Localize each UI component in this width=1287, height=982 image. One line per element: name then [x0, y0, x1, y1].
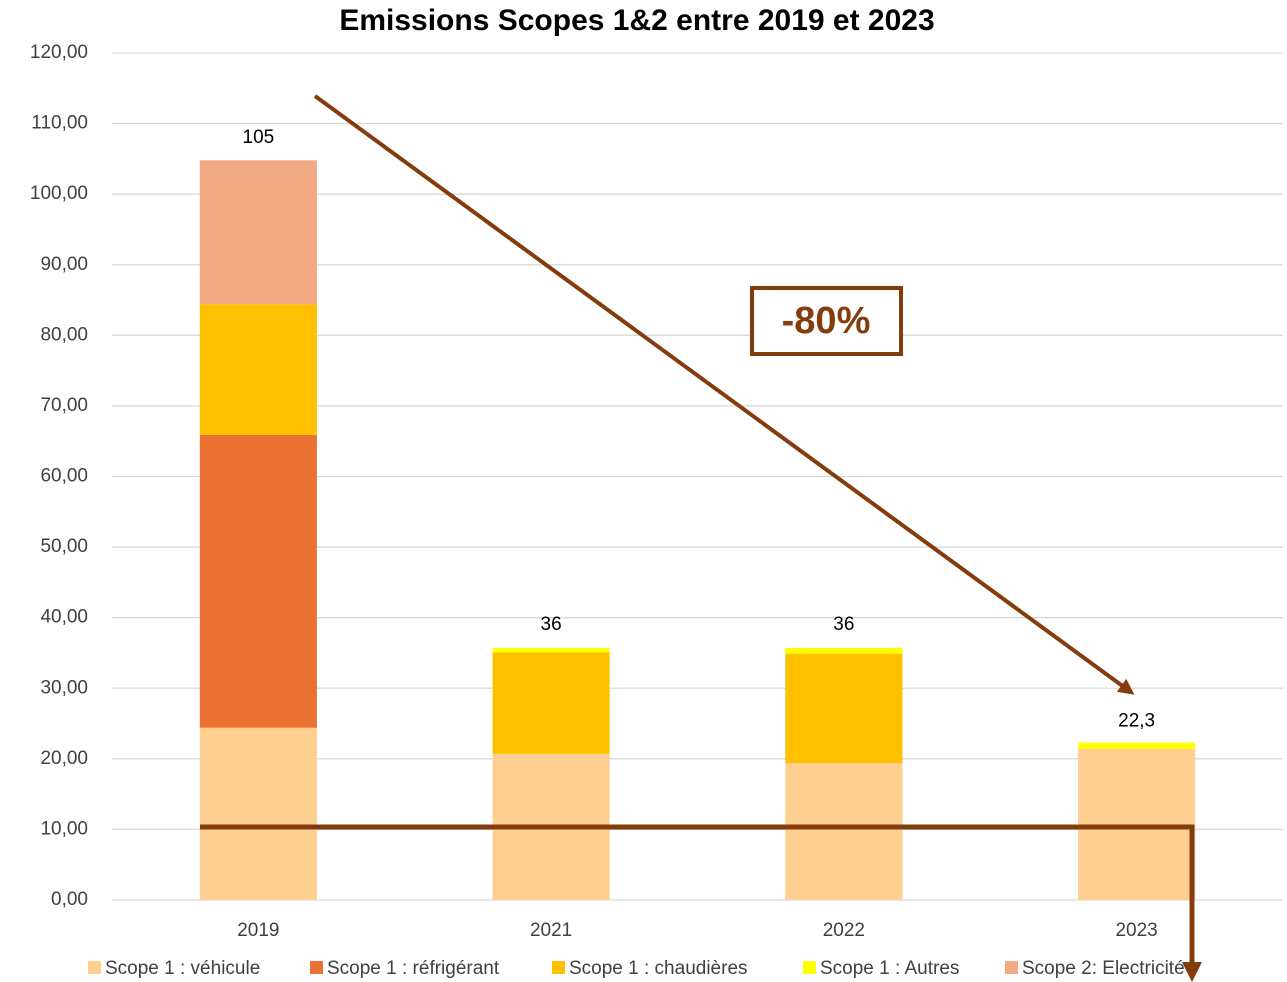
annotations: -80%: [200, 94, 1202, 982]
y-tick-label: 70,00: [40, 395, 88, 416]
bar-segment: [199, 304, 317, 435]
y-tick-label: 0,00: [51, 889, 88, 910]
total-label: 22,3: [1118, 711, 1155, 732]
bar-segment: [785, 648, 903, 654]
y-tick-label: 40,00: [40, 607, 88, 628]
bar-segment: [1078, 742, 1196, 749]
annotation-text: -80%: [782, 300, 871, 342]
x-tick-label: 2022: [823, 920, 865, 941]
legend-label: Scope 1 : véhicule: [105, 958, 260, 979]
bar-segment: [492, 648, 610, 653]
total-label: 105: [243, 127, 275, 148]
y-tick-label: 50,00: [40, 536, 88, 557]
bar-segment: [199, 160, 317, 305]
y-tick-label: 80,00: [40, 324, 88, 345]
bar-segment: [199, 434, 317, 728]
legend-swatch: [803, 961, 816, 974]
y-tick-label: 100,00: [30, 183, 88, 204]
threshold-line: [200, 824, 1202, 982]
x-tick-label: 2021: [530, 920, 572, 941]
y-tick-label: 110,00: [31, 113, 88, 134]
plot-area: 0,00 10,00 20,00 30,00 40,00 50,00 60,00 70,00 8…: [30, 42, 1283, 979]
y-tick-label: 30,00: [40, 677, 88, 698]
legend-label: Scope 2: Electricité: [1022, 958, 1185, 979]
x-tick-label: 2019: [237, 920, 279, 941]
legend-swatch: [1005, 961, 1018, 974]
legend-label: Scope 1 : chaudières: [569, 958, 748, 979]
bar-segment: [1078, 748, 1196, 900]
legend-label: Scope 1 : Autres: [820, 958, 959, 979]
legend-swatch: [552, 961, 565, 974]
chart-title: Emissions Scopes 1&2 entre 2019 et 2023: [339, 4, 934, 37]
y-tick-label: 90,00: [40, 254, 88, 275]
y-tick-label: 10,00: [40, 818, 88, 839]
y-tick-label: 120,00: [30, 42, 88, 63]
bar-segment: [199, 727, 317, 900]
y-tick-label: 20,00: [40, 748, 88, 769]
x-tick-label: 2023: [1115, 920, 1157, 941]
bar-segment: [785, 763, 903, 900]
total-label: 36: [833, 614, 854, 635]
annotation-box: [750, 286, 903, 356]
legend-swatch: [88, 961, 101, 974]
total-label: 36: [541, 614, 562, 635]
y-tick-label: 60,00: [40, 466, 88, 487]
legend-label: Scope 1 : réfrigérant: [327, 958, 500, 979]
bar-segment: [492, 652, 610, 754]
bar-segment: [785, 653, 903, 764]
trend-arrow: [313, 94, 1135, 695]
legend-swatch: [310, 961, 323, 974]
